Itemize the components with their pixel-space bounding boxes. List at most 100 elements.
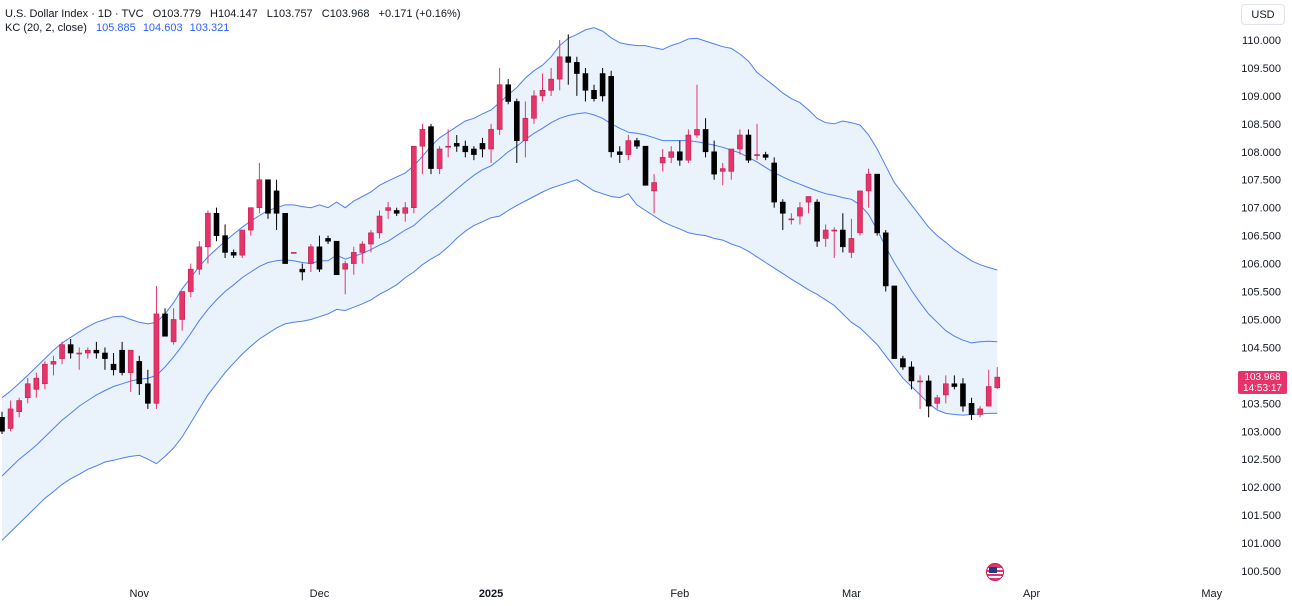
- candle: [831, 227, 838, 258]
- candle-body: [282, 212, 288, 264]
- x-tick-label: Apr: [1023, 588, 1040, 600]
- candle-body: [900, 358, 906, 368]
- candle-body: [591, 90, 597, 99]
- candle: [917, 375, 923, 409]
- candle: [977, 406, 983, 418]
- candle-body: [102, 352, 108, 359]
- candle-body: [119, 349, 125, 373]
- candle-body: [874, 173, 880, 234]
- candle-body: [505, 84, 512, 102]
- candle-body: [308, 246, 314, 264]
- candle-body: [196, 246, 203, 270]
- candle: [754, 123, 760, 161]
- candle: [805, 196, 812, 214]
- candle-body: [179, 291, 185, 320]
- candle: [574, 56, 580, 96]
- candle: [762, 151, 769, 161]
- chart-legend: U.S. Dollar Index · 1D · TVC O103.779 H1…: [5, 7, 466, 35]
- us-flag-icon[interactable]: [986, 563, 1004, 581]
- candle: [428, 123, 434, 175]
- candle: [273, 179, 280, 231]
- candle: [419, 123, 426, 175]
- candle-body: [797, 207, 803, 217]
- candle-body: [419, 129, 426, 147]
- candle-body: [891, 285, 898, 359]
- candle-body: [634, 140, 640, 147]
- candle: [59, 341, 65, 365]
- candle-body: [436, 148, 443, 169]
- candle: [548, 67, 554, 96]
- candle-body: [453, 143, 460, 147]
- candle: [33, 372, 40, 398]
- candle-body: [745, 134, 752, 161]
- bar-countdown: 14:53:17: [1243, 383, 1282, 394]
- candle: [677, 140, 683, 166]
- candle-body: [668, 151, 675, 158]
- candle-body: [677, 151, 683, 161]
- candle-body: [325, 238, 331, 242]
- candle-body: [213, 212, 220, 236]
- candle-body: [574, 62, 580, 74]
- candle: [471, 146, 477, 161]
- candle-body: [359, 243, 366, 253]
- candle-body: [85, 349, 91, 354]
- candle: [642, 145, 649, 186]
- candle: [565, 34, 572, 85]
- candle: [539, 73, 546, 102]
- flag-stripe: [987, 572, 1003, 574]
- candle: [865, 168, 872, 208]
- candle: [316, 235, 323, 272]
- candle-body: [333, 240, 340, 276]
- x-tick-label: Mar: [842, 588, 861, 600]
- y-tick-label: 109.000: [1241, 91, 1281, 103]
- candle: [994, 367, 1001, 389]
- indicator-label[interactable]: KC (20, 2, close): [5, 22, 87, 34]
- candle: [925, 375, 932, 418]
- candle-body: [411, 145, 417, 208]
- candle-body: [865, 173, 872, 192]
- candle-body: [342, 263, 349, 270]
- candle: [393, 207, 400, 217]
- candle-body: [694, 129, 700, 136]
- candle: [453, 135, 460, 152]
- candle-body: [299, 268, 306, 273]
- candle: [256, 162, 263, 214]
- candle: [205, 210, 211, 264]
- candle-body: [76, 352, 83, 355]
- x-tick-label: Feb: [670, 588, 689, 600]
- candle: [960, 378, 966, 412]
- candle-body: [599, 73, 606, 97]
- candle-body: [136, 361, 143, 385]
- candle: [522, 101, 529, 158]
- flag-canton: [989, 567, 997, 573]
- candle-body: [548, 78, 554, 91]
- time-axis[interactable]: Nov Dec 2025 Feb Mar Apr May: [129, 588, 1222, 600]
- currency-button[interactable]: USD: [1241, 4, 1285, 25]
- candlestick-series: [0, 34, 1001, 435]
- candle: [634, 137, 640, 149]
- candle: [694, 84, 700, 138]
- candle: [616, 146, 623, 163]
- candle: [934, 394, 941, 409]
- candle-body: [728, 148, 735, 172]
- change-value: +0.171 (+0.16%): [378, 8, 461, 20]
- candle-body: [925, 380, 932, 407]
- y-tick-label: 107.500: [1241, 175, 1281, 187]
- y-tick-label: 108.500: [1241, 119, 1281, 131]
- symbol-title[interactable]: U.S. Dollar Index · 1D · TVC: [5, 8, 144, 20]
- candle-body: [702, 129, 709, 153]
- y-tick-label: 108.000: [1241, 147, 1281, 159]
- candle-body: [153, 313, 160, 404]
- candle-body: [539, 90, 546, 97]
- y-tick-label: 103.000: [1241, 426, 1281, 438]
- candle-body: [805, 196, 812, 203]
- candle-body: [822, 229, 829, 239]
- candle-body: [977, 408, 983, 415]
- price-axis[interactable]: 110.000 109.500 109.000 108.500 108.000 107.5…: [1241, 35, 1281, 578]
- candle-body: [960, 383, 966, 407]
- candle: [213, 207, 220, 242]
- candle-body: [368, 232, 374, 245]
- candle-body: [145, 383, 151, 404]
- candle-body: [513, 101, 520, 141]
